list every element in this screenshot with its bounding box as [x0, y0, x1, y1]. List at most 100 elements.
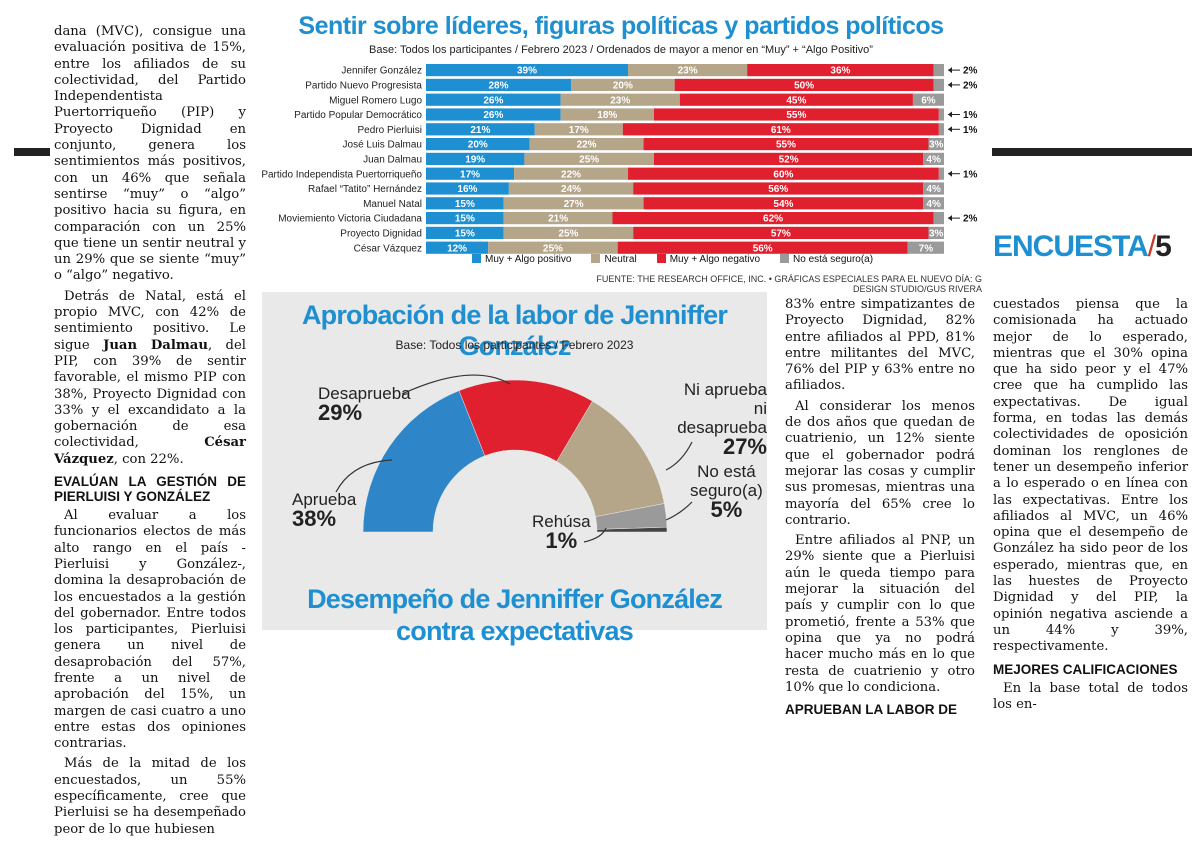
category-label: Miguel Romero Lugo: [329, 95, 422, 106]
bar-segment: [426, 182, 509, 195]
data-label: 36%: [830, 66, 850, 77]
data-label: 26%: [483, 95, 503, 106]
label-arrowhead: [948, 81, 952, 88]
data-label: 20%: [468, 140, 488, 151]
bar-segment: [426, 241, 489, 254]
data-label: 3%: [929, 140, 944, 151]
data-label: 4%: [926, 155, 941, 166]
bar-segment: [508, 182, 634, 195]
data-label: 15%: [455, 199, 475, 210]
bar-segment: [938, 108, 944, 121]
paragraph: Detrás de Natal, está el propio MVC, con…: [54, 288, 246, 467]
data-label: 25%: [558, 229, 578, 240]
bar-segment: [560, 93, 680, 106]
legend-item: Muy + Algo positivo: [472, 254, 571, 265]
bar-segment: [617, 241, 908, 254]
chart-plot: [335, 374, 693, 543]
leader-line: [665, 441, 693, 471]
bar-segment: [923, 197, 944, 210]
data-label: 39%: [517, 66, 537, 77]
divider: [992, 148, 1192, 156]
data-label: 50%: [794, 81, 814, 92]
data-label: 27%: [564, 199, 584, 210]
bar-segment: [612, 212, 934, 225]
data-label: 7%: [919, 243, 934, 254]
bar-segment: [503, 212, 613, 225]
data-label: 55%: [776, 140, 796, 151]
bar-segment: [643, 197, 924, 210]
bar-segment: [426, 64, 629, 77]
chart-title: contra expectativas: [396, 616, 634, 646]
slice-label-desaprueba: Desaprueba 29%: [318, 384, 411, 425]
section-badge: ENCUESTA/5: [993, 230, 1172, 263]
slice-label-neutral: Ni aprueba ni desaprueba 27%: [677, 380, 767, 459]
leader-line: [335, 459, 393, 493]
category-label: Juan Dalmau: [363, 155, 422, 166]
data-label: 25%: [579, 155, 599, 166]
chart-legend: Muy + Algo positivo Neutral Muy + Algo n…: [472, 254, 932, 265]
bar-segment: [628, 167, 939, 180]
chart-title: Desempeño de Jenniffer González: [307, 584, 723, 614]
bar-segment: [747, 64, 934, 77]
data-label: 16%: [457, 184, 477, 195]
data-label: 24%: [561, 184, 581, 195]
bar-segment: [622, 123, 939, 136]
data-label: 20%: [613, 81, 633, 92]
bar-segment: [529, 138, 644, 151]
divider: [14, 148, 50, 156]
slice-label-rehusa: Rehúsa 1%: [532, 512, 591, 553]
label-arrowhead: [948, 67, 952, 74]
paragraph: 83% entre simpatizantes de Proyecto Dign…: [785, 297, 975, 394]
category-label: Jennifer González: [341, 66, 422, 77]
category-label: Moviemiento Victoria Ciudadana: [278, 214, 422, 225]
article-column-1: dana (MVC), consigue una evaluación posi…: [54, 24, 246, 842]
data-label: 23%: [610, 95, 630, 106]
bar-segment: [560, 108, 654, 121]
bar-segment: [628, 64, 748, 77]
data-label: 23%: [678, 66, 698, 77]
slice-label-no-seguro: No está seguro(a) 5%: [690, 462, 763, 522]
data-label: 62%: [763, 214, 783, 225]
paragraph: cuestados piensa que la comisionada ha a…: [993, 297, 1188, 655]
data-label: 22%: [577, 140, 597, 151]
bar-segment: [534, 123, 623, 136]
bar-segment: [928, 138, 944, 151]
bar-segment: [426, 78, 572, 91]
data-label: 22%: [561, 169, 581, 180]
chart-title: Sentir sobre líderes, figuras políticas …: [298, 12, 944, 40]
label-arrowhead: [948, 170, 952, 177]
bar-segment: [643, 138, 929, 151]
data-label: 1%: [963, 110, 978, 121]
article-column-3: 83% entre simpatizantes de Proyecto Dign…: [785, 297, 975, 721]
legend-item: Muy + Algo negativo: [656, 254, 760, 265]
leader-line: [665, 501, 693, 521]
data-label: 56%: [768, 184, 788, 195]
data-label: 54%: [773, 199, 793, 210]
paragraph: dana (MVC), consigue una evaluación posi…: [54, 24, 246, 284]
chart-subtitle: Base: Todos los participantes / Febrero …: [369, 44, 873, 56]
slice-label-aprueba: Aprueba 38%: [292, 490, 357, 531]
chart-source: FUENTE: THE RESEARCH OFFICE, INC. • GRÁF…: [596, 274, 982, 294]
approval-chart: Aprobación de la labor de Jenniffer Gonz…: [262, 292, 767, 646]
leader-line: [583, 527, 607, 543]
bar-segment: [426, 93, 561, 106]
bar-segment: [514, 167, 629, 180]
bar-segment: [653, 152, 924, 165]
bar-segment: [653, 108, 939, 121]
paragraph: Más de la mitad de los encuestados, un 5…: [54, 756, 246, 837]
data-label: 1%: [963, 125, 978, 136]
bar-segment: [426, 152, 525, 165]
label-arrowhead: [948, 111, 952, 118]
bar-segment: [503, 226, 634, 239]
data-label: 18%: [597, 110, 617, 121]
category-label: Partido Independista Puertorriqueño: [262, 169, 422, 180]
bar-segment: [907, 241, 944, 254]
category-label: Rafael “Tatito” Hernández: [308, 184, 422, 195]
data-label: 21%: [470, 125, 490, 136]
bar-segment: [633, 182, 924, 195]
bar-segment: [426, 108, 561, 121]
bar-segment: [928, 226, 944, 239]
bar-segment: [933, 212, 944, 225]
data-label: 2%: [963, 81, 978, 92]
category-label: César Vázquez: [354, 243, 422, 254]
